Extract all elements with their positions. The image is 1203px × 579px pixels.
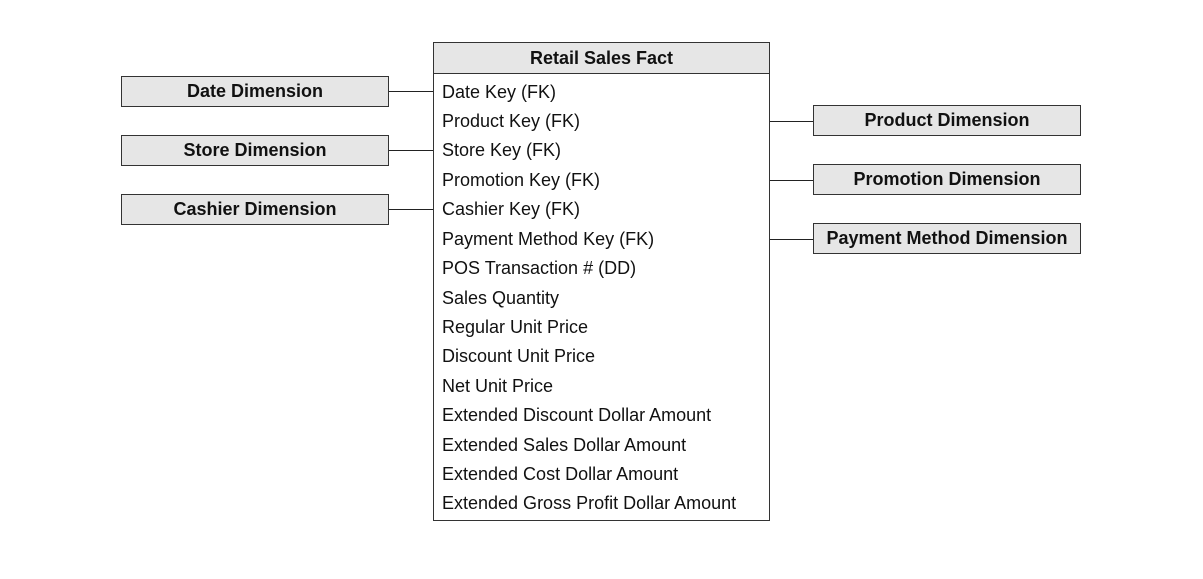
fact-attribute: Cashier Key (FK): [442, 199, 581, 219]
fact-attribute: Promotion Key (FK): [442, 170, 601, 190]
date-dimension-box: Date Dimension: [121, 76, 389, 107]
fact-attribute: Product Key (FK): [442, 111, 581, 131]
fact-attribute: Regular Unit Price: [442, 317, 589, 337]
payment-method-dimension-box: Payment Method Dimension: [813, 223, 1081, 254]
store-dimension-connector: [389, 150, 433, 151]
promotion-dimension-box: Promotion Dimension: [813, 164, 1081, 195]
retail-sales-fact-table: Retail Sales Fact Date Key (FK) Product …: [433, 42, 770, 521]
product-dimension-box: Product Dimension: [813, 105, 1081, 136]
fact-attribute: Extended Cost Dollar Amount: [442, 464, 679, 484]
store-dimension-box: Store Dimension: [121, 135, 389, 166]
fact-attribute: Extended Gross Profit Dollar Amount: [442, 493, 737, 513]
fact-attribute: Discount Unit Price: [442, 346, 596, 366]
promotion-dimension-label: Promotion Dimension: [853, 169, 1041, 189]
date-dimension-label: Date Dimension: [186, 81, 324, 101]
fact-attribute: Date Key (FK): [442, 82, 557, 102]
fact-attribute: Payment Method Key (FK): [442, 229, 655, 249]
cashier-dimension-box: Cashier Dimension: [121, 194, 389, 225]
date-dimension-connector: [389, 91, 433, 92]
fact-attribute: Net Unit Price: [442, 376, 554, 396]
fact-attribute: POS Transaction # (DD): [442, 258, 637, 278]
payment-method-dimension-connector: [770, 239, 814, 240]
fact-attribute: Store Key (FK): [442, 140, 562, 160]
product-dimension-connector: [770, 121, 814, 122]
promotion-dimension-connector: [770, 180, 814, 181]
fact-table-title: Retail Sales Fact: [434, 43, 769, 74]
store-dimension-label: Store Dimension: [183, 140, 327, 160]
fact-attribute: Sales Quantity: [442, 288, 560, 308]
cashier-dimension-connector: [389, 209, 433, 210]
fact-attribute: Extended Sales Dollar Amount: [442, 435, 687, 455]
fact-attribute: Extended Discount Dollar Amount: [442, 405, 712, 425]
cashier-dimension-label: Cashier Dimension: [173, 199, 337, 219]
payment-method-dimension-label: Payment Method Dimension: [826, 228, 1068, 248]
product-dimension-label: Product Dimension: [864, 110, 1030, 130]
